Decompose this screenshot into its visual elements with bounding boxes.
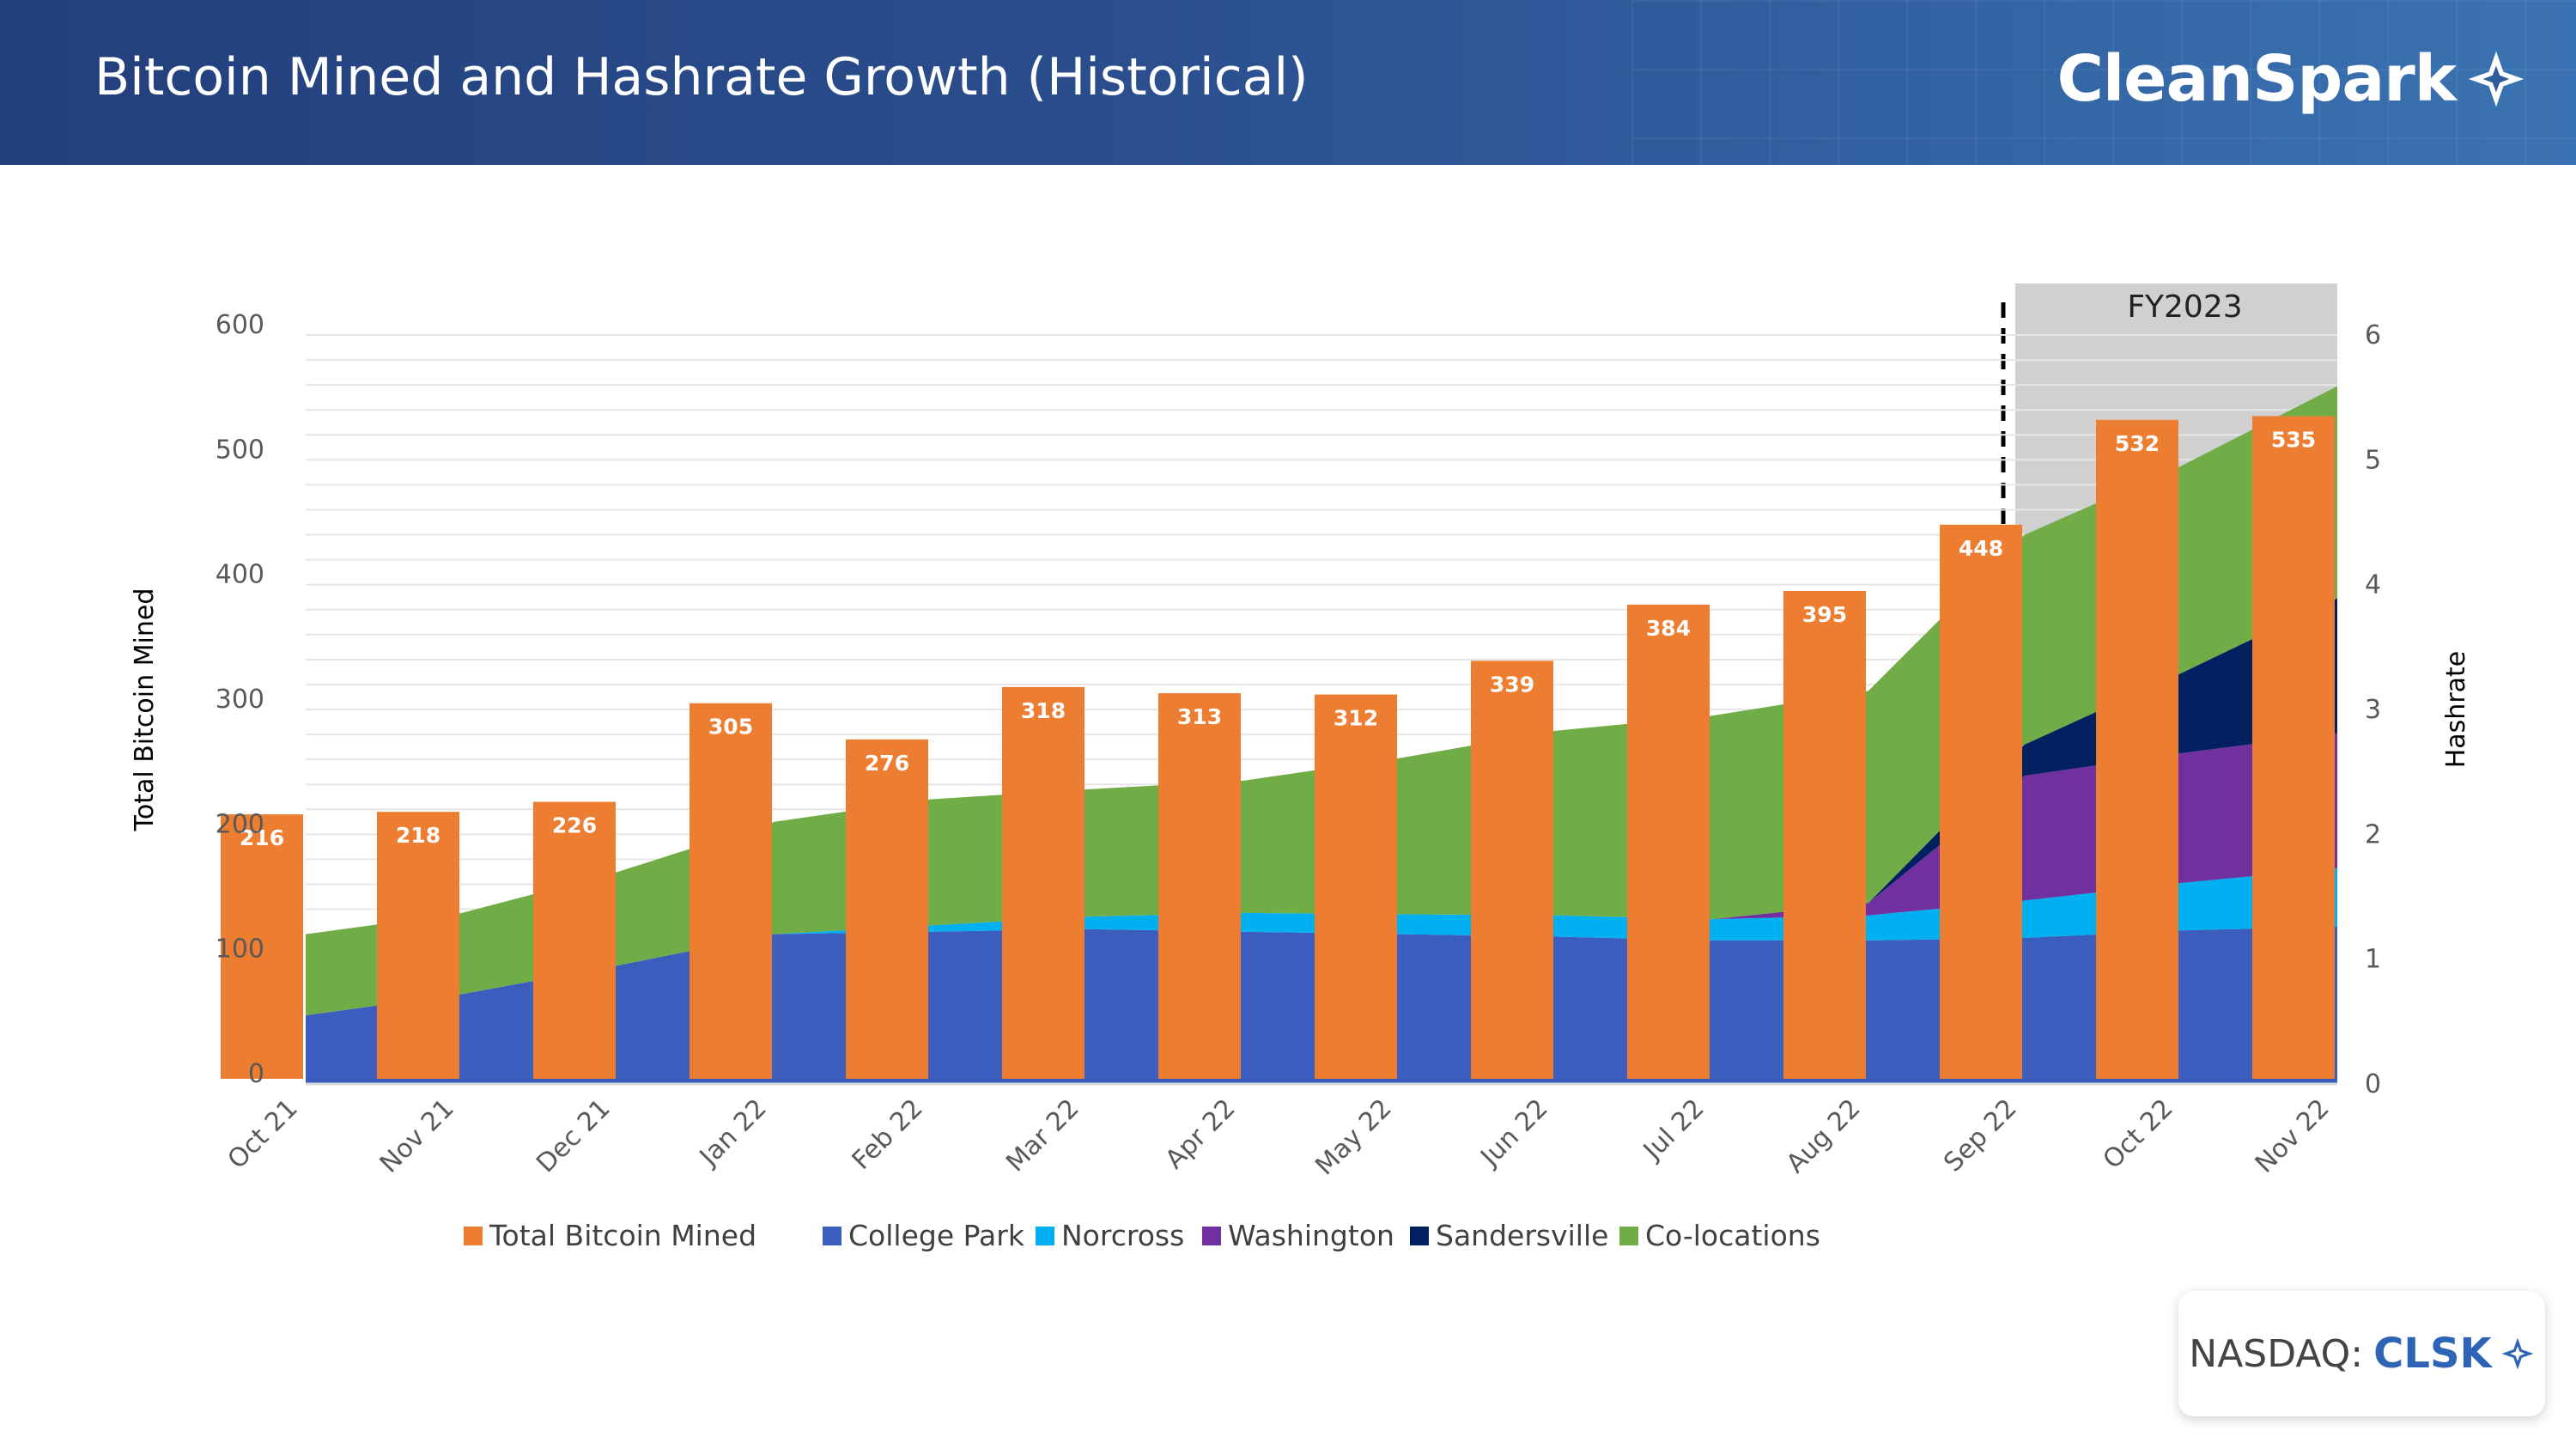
- y-axis-title: Total Bitcoin Mined: [130, 588, 160, 832]
- bar: [1002, 686, 1084, 1079]
- x-tick-label: Apr 22: [1159, 1093, 1241, 1175]
- bar: [221, 814, 303, 1079]
- bar: [1158, 693, 1241, 1079]
- bar-value-label: 313: [1177, 704, 1222, 729]
- bar: [1783, 590, 1866, 1079]
- bar: [2252, 416, 2335, 1079]
- y-tick-label: 200: [216, 809, 264, 839]
- legend-label-total-bitcoin-mined: Total Bitcoin Mined: [489, 1219, 756, 1252]
- x-tick-label: May 22: [1309, 1093, 1397, 1181]
- bar-value-label: 339: [1490, 672, 1534, 697]
- bar-value-label: 276: [865, 751, 909, 776]
- x-tick-label: Jul 22: [1637, 1093, 1710, 1166]
- nasdaq-ticker-badge: NASDAQ: CLSK: [2178, 1291, 2545, 1416]
- x-tick-label: Nov 22: [2250, 1093, 2336, 1179]
- bar-value-label: 535: [2271, 427, 2316, 452]
- y-tick-label: 300: [216, 685, 264, 715]
- legend-label-sandersville: Sandersville: [1436, 1219, 1608, 1252]
- legend-label-college-park: College Park: [848, 1219, 1025, 1252]
- bar-value-label: 216: [240, 825, 284, 850]
- y2-tick-label: 6: [2365, 320, 2381, 350]
- legend-swatch-norcross: [1036, 1227, 1054, 1245]
- x-tick-label: Mar 22: [1000, 1093, 1085, 1178]
- y2-tick-label: 5: [2365, 445, 2381, 475]
- bar: [533, 801, 616, 1079]
- header-banner: Bitcoin Mined and Hashrate Growth (Histo…: [0, 0, 2576, 165]
- y2-tick-label: 3: [2365, 695, 2381, 725]
- bar: [1315, 694, 1397, 1079]
- bar-value-label: 395: [1802, 602, 1847, 627]
- legend-swatch-co-locations: [1619, 1227, 1638, 1245]
- legend-swatch-sandersville: [1410, 1227, 1429, 1245]
- legend-swatch-college-park: [823, 1227, 841, 1245]
- fy2023-label: FY2023: [2127, 289, 2242, 325]
- bar-value-label: 312: [1334, 706, 1378, 731]
- bar-value-label: 226: [552, 813, 597, 838]
- bar-value-label: 532: [2115, 431, 2160, 456]
- exchange-label: NASDAQ:: [2189, 1331, 2364, 1376]
- legend-label-washington: Washington: [1228, 1219, 1394, 1252]
- y2-tick-label: 4: [2365, 570, 2381, 600]
- bar-value-label: 305: [708, 715, 753, 740]
- y-tick-label: 100: [216, 935, 264, 965]
- sparkle-icon: [2501, 1337, 2534, 1370]
- bar-value-label: 218: [396, 823, 440, 848]
- x-tick-label: Oct 22: [2097, 1093, 2178, 1175]
- bar: [377, 812, 459, 1079]
- bar-value-label: 448: [1959, 536, 2003, 561]
- bar: [846, 739, 928, 1079]
- x-tick-label: Jun 22: [1474, 1093, 1554, 1173]
- x-tick-label: Feb 22: [847, 1093, 929, 1176]
- bar: [1627, 604, 1710, 1079]
- logo-text: CleanSpark: [2057, 42, 2457, 116]
- y-tick-label: 600: [216, 310, 264, 340]
- y2-tick-label: 1: [2365, 945, 2381, 975]
- bar: [1940, 524, 2022, 1079]
- x-tick-label: Nov 21: [374, 1093, 460, 1179]
- y-tick-label: 500: [216, 435, 264, 465]
- y2-tick-label: 2: [2365, 819, 2381, 849]
- y-tick-label: 0: [248, 1059, 264, 1089]
- legend-label-co-locations: Co-locations: [1645, 1219, 1820, 1252]
- y2-tick-label: 0: [2365, 1069, 2381, 1099]
- x-tick-label: Sep 22: [1938, 1093, 2022, 1178]
- y-tick-label: 400: [216, 560, 264, 590]
- legend-swatch-washington: [1202, 1227, 1221, 1245]
- x-tick-label: Dec 21: [531, 1093, 617, 1179]
- x-tick-label: Aug 22: [1781, 1093, 1867, 1179]
- x-tick-label: Oct 21: [222, 1093, 303, 1175]
- bar-value-label: 384: [1646, 616, 1691, 641]
- ticker-symbol: CLSK: [2373, 1330, 2492, 1378]
- bar: [690, 703, 772, 1079]
- legend-label-norcross: Norcross: [1061, 1219, 1184, 1252]
- sparkle-icon: [2468, 51, 2524, 107]
- page-title: Bitcoin Mined and Hashrate Growth (Histo…: [94, 47, 1309, 107]
- y2-axis-title: Hashrate: [2441, 651, 2471, 769]
- bar-value-label: 318: [1021, 698, 1066, 723]
- legend-swatch-total-bitcoin-mined: [464, 1227, 483, 1245]
- bar: [1471, 661, 1553, 1079]
- bar: [2096, 419, 2178, 1079]
- x-tick-label: Jan 22: [693, 1093, 773, 1173]
- cleanspark-logo: CleanSpark: [2057, 36, 2526, 122]
